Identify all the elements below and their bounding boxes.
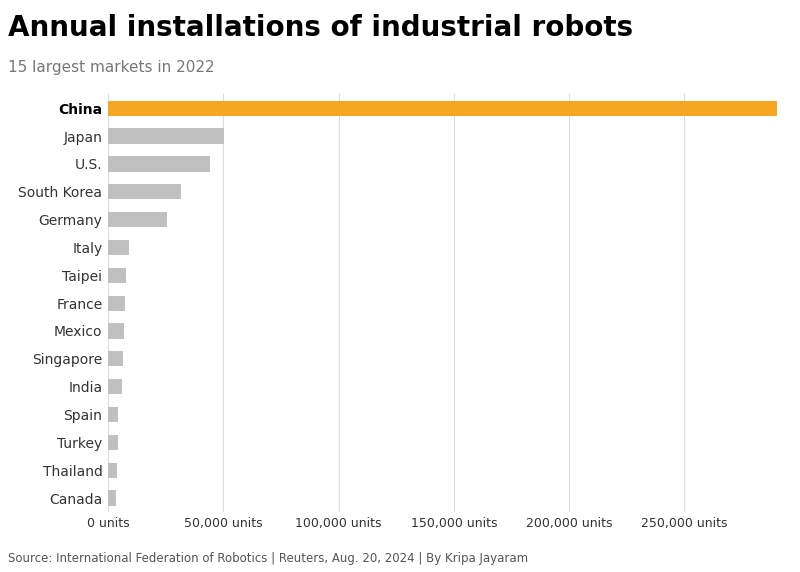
Bar	[108, 212, 167, 227]
Bar	[108, 435, 118, 450]
Text: 15 largest markets in 2022: 15 largest markets in 2022	[8, 60, 214, 75]
Bar	[108, 129, 224, 144]
Bar	[108, 101, 777, 116]
Bar	[108, 156, 210, 172]
Bar	[108, 240, 129, 255]
Text: Annual installations of industrial robots: Annual installations of industrial robot…	[8, 14, 633, 42]
Bar	[108, 463, 117, 478]
Bar	[108, 351, 123, 367]
Bar	[108, 407, 118, 422]
Bar	[108, 184, 181, 200]
Bar	[108, 323, 124, 339]
Bar	[108, 268, 126, 283]
Bar	[108, 296, 126, 311]
Text: Source: International Federation of Robotics | Reuters, Aug. 20, 2024 | By Kripa: Source: International Federation of Robo…	[8, 552, 528, 565]
Bar	[108, 379, 122, 394]
Bar	[108, 490, 116, 506]
